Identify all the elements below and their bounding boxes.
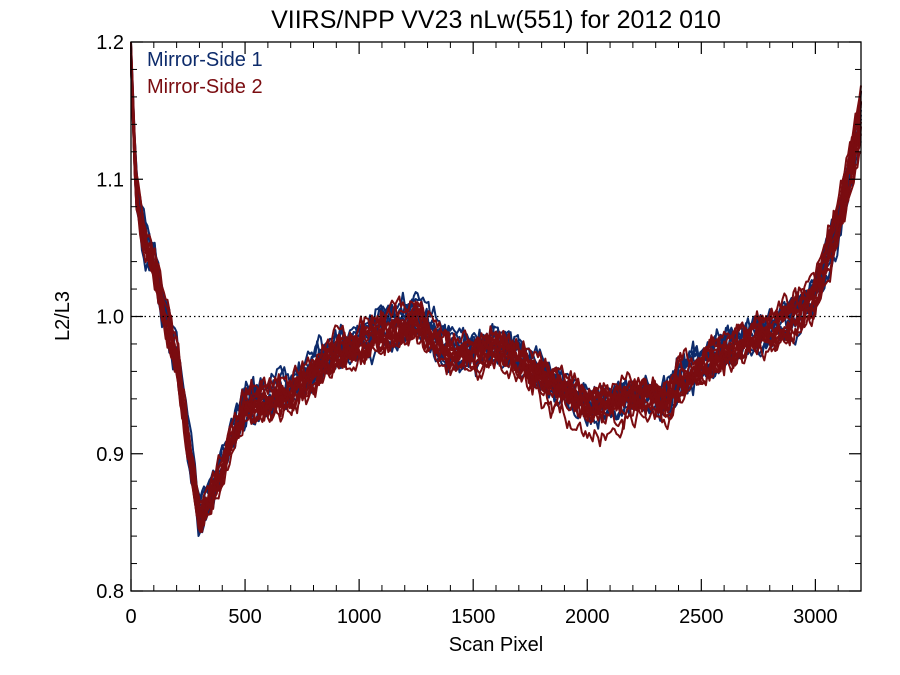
x-tick-label: 1500 [451, 606, 496, 628]
series-line-1 [130, 60, 862, 537]
tick-labels: 0 500 1000 1500 2000 2500 3000 0.8 0.9 1.0 1.1 1.2 [96, 32, 837, 628]
series-line-2 [130, 55, 862, 520]
x-tick-label: 0 [125, 606, 136, 628]
series-line-2 [130, 41, 862, 515]
series-line-2 [130, 65, 862, 530]
x-axis-label: Scan Pixel [449, 634, 544, 656]
series-line-1 [130, 62, 862, 516]
series-line-1 [130, 53, 862, 507]
legend-entry-1: Mirror-Side 1 [147, 49, 263, 71]
y-tick-label: 0.8 [96, 581, 124, 603]
data-curves [130, 41, 862, 537]
series-line-2 [130, 55, 862, 519]
x-tick-label: 1000 [337, 606, 382, 628]
series-line-2 [130, 63, 862, 533]
y-tick-label: 0.9 [96, 444, 124, 466]
series-line-2 [130, 63, 862, 526]
series-line-2 [130, 43, 862, 520]
series-line-2 [130, 60, 862, 517]
x-tick-label: 2500 [679, 606, 724, 628]
series-line-2 [130, 52, 862, 532]
chart-title: VIIRS/NPP VV23 nLw(551) for 2012 010 [271, 6, 721, 34]
x-tick-label: 3000 [793, 606, 838, 628]
series-line-1 [130, 67, 862, 530]
series-line-2 [130, 57, 862, 529]
y-tick-label: 1.0 [96, 307, 124, 329]
series-line-1 [130, 64, 862, 534]
y-tick-label: 1.2 [96, 32, 124, 54]
series-line-2 [130, 61, 862, 533]
axis-ticks [130, 41, 861, 592]
x-tick-label: 500 [228, 606, 261, 628]
y-tick-label: 1.1 [96, 169, 124, 191]
x-tick-label: 2000 [565, 606, 610, 628]
series-line-2 [130, 45, 862, 510]
y-axis-label: L2/L3 [52, 291, 74, 341]
legend-entry-2: Mirror-Side 2 [147, 76, 263, 98]
legend: Mirror-Side 1 Mirror-Side 2 [147, 49, 263, 98]
plot-frame [130, 41, 862, 592]
series-line-1 [130, 59, 862, 521]
